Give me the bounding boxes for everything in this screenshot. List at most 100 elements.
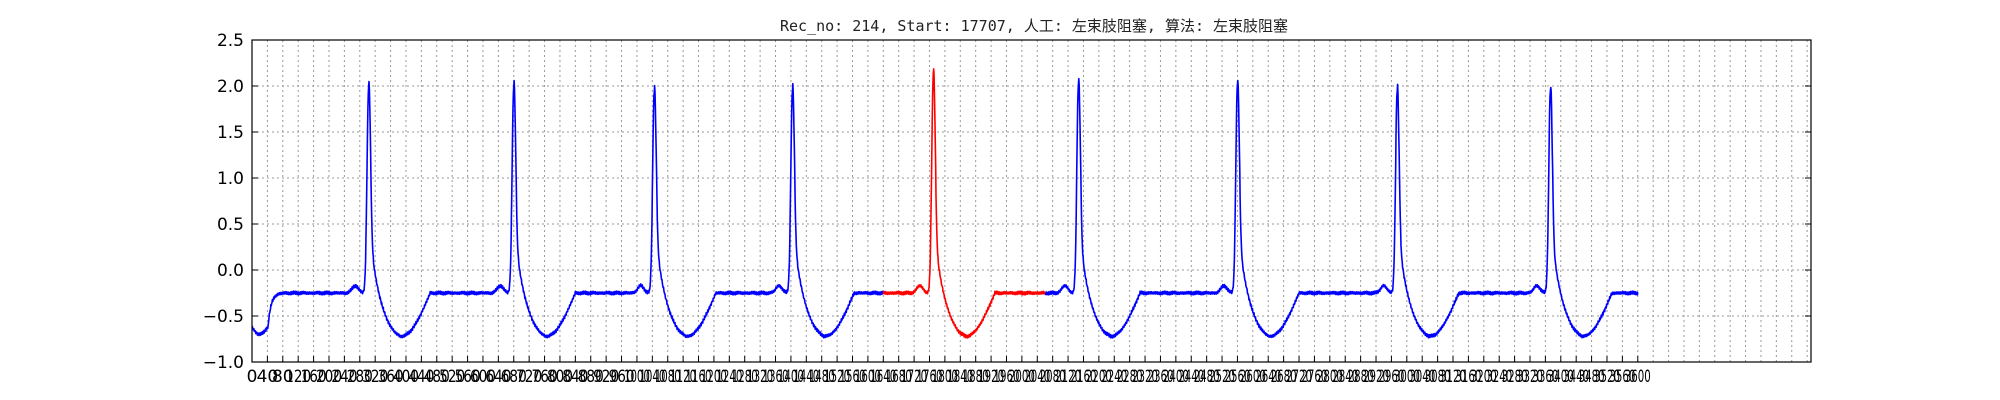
x-tick-label: 640 — [485, 367, 511, 387]
x-tick-label: 3280 — [1502, 367, 1528, 387]
x-tick-label: 1880 — [963, 367, 989, 387]
y-tick-label: 1.0 — [217, 169, 244, 189]
y-axis-ticks: −1.0 −0.5 0.0 0.5 1.0 1.5 2.0 2.5 — [203, 31, 1811, 373]
y-tick-label: −1.0 — [203, 353, 244, 373]
x-tick-label: 2840 — [1332, 367, 1358, 387]
x-tick-label: 0 — [247, 367, 258, 387]
x-tick-label: 1440 — [793, 367, 819, 387]
x-tick-label: 1600 — [855, 367, 881, 387]
x-tick-label: 2360 — [1147, 367, 1173, 387]
x-tick-label: 3080 — [1425, 367, 1451, 387]
x-tick-label: 320 — [362, 367, 388, 387]
x-tick-label: 3600 — [1625, 367, 1651, 387]
x-tick-label: 840 — [562, 367, 588, 387]
x-tick-label: 2440 — [1178, 367, 1204, 387]
x-tick-label: 600 — [470, 367, 496, 387]
x-tick-label: 1760 — [916, 367, 942, 387]
x-tick-label: 760 — [532, 367, 558, 387]
y-tick-label: 1.5 — [217, 123, 244, 143]
x-tick-label: 80 — [272, 367, 294, 387]
x-tick-label: 40 — [257, 367, 279, 387]
x-tick-label: 2920 — [1363, 367, 1389, 387]
x-tick-label: 3520 — [1594, 367, 1620, 387]
x-tick-label: 3160 — [1455, 367, 1481, 387]
x-tick-label: 920 — [593, 367, 619, 387]
x-tick-label: 1560 — [840, 367, 866, 387]
x-tick-label: 3480 — [1579, 367, 1605, 387]
x-tick-label: 3120 — [1440, 367, 1466, 387]
x-tick-label: 1480 — [809, 367, 835, 387]
x-tick-label: 2640 — [1255, 367, 1281, 387]
y-tick-label: 2.5 — [217, 31, 244, 51]
x-tick-label: 2080 — [1040, 367, 1066, 387]
ecg-line-normal — [251, 79, 884, 339]
x-tick-label: 1000 — [624, 367, 650, 387]
x-tick-label: 1960 — [993, 367, 1019, 387]
x-tick-label: 2800 — [1317, 367, 1343, 387]
x-tick-label: 1040 — [639, 367, 665, 387]
y-tick-label: 0.0 — [217, 261, 244, 281]
ecg-line-highlighted — [882, 68, 1046, 339]
x-tick-label: 2600 — [1240, 367, 1266, 387]
x-tick-label: 3400 — [1548, 367, 1574, 387]
x-tick-label: 2480 — [1194, 367, 1220, 387]
x-tick-label: 1920 — [978, 367, 1004, 387]
x-tick-label: 360 — [378, 367, 404, 387]
x-tick-label: 120 — [285, 367, 311, 387]
x-tick-label: 400 — [393, 367, 419, 387]
x-tick-label: 1400 — [778, 367, 804, 387]
x-tick-label: 1280 — [732, 367, 758, 387]
x-tick-label: 3320 — [1517, 367, 1543, 387]
x-tick-label: 2560 — [1224, 367, 1250, 387]
x-tick-label: 1840 — [947, 367, 973, 387]
x-tick-label: 1720 — [901, 367, 927, 387]
x-tick-label: 680 — [501, 367, 527, 387]
x-tick-label: 1680 — [886, 367, 912, 387]
x-tick-label: 800 — [547, 367, 573, 387]
y-tick-label: −0.5 — [203, 307, 244, 327]
x-tick-label: 440 — [408, 367, 434, 387]
x-tick-label: 2320 — [1132, 367, 1158, 387]
x-tick-label: 3200 — [1471, 367, 1497, 387]
x-tick-label: 1520 — [824, 367, 850, 387]
x-tick-label: 280 — [347, 367, 373, 387]
x-tick-label: 480 — [424, 367, 450, 387]
x-tick-label: 2280 — [1117, 367, 1143, 387]
x-tick-label: 1160 — [686, 367, 712, 387]
x-tick-label: 1360 — [763, 367, 789, 387]
x-tick-label: 2720 — [1286, 367, 1312, 387]
x-tick-label: 1640 — [870, 367, 896, 387]
y-tick-label: 0.5 — [217, 215, 244, 235]
x-tick-label: 1080 — [655, 367, 681, 387]
chart-title: Rec_no: 214, Start: 17707, 人工: 左束肢阻塞, 算法… — [780, 17, 1288, 35]
x-tick-label: 2880 — [1348, 367, 1374, 387]
x-tick-label: 880 — [578, 367, 604, 387]
x-tick-label: 1800 — [932, 367, 958, 387]
ecg-trace — [251, 68, 1639, 339]
x-tick-label: 2240 — [1101, 367, 1127, 387]
x-tick-label: 1240 — [716, 367, 742, 387]
x-tick-label: 1320 — [747, 367, 773, 387]
x-tick-label: 3240 — [1486, 367, 1512, 387]
x-tick-label: 2120 — [1055, 367, 1081, 387]
x-tick-label: 560 — [455, 367, 481, 387]
x-tick-label: 960 — [609, 367, 635, 387]
x-tick-label: 3440 — [1563, 367, 1589, 387]
x-tick-label: 1200 — [701, 367, 727, 387]
x-tick-label: 160 — [301, 367, 327, 387]
x-tick-label: 200 — [316, 367, 342, 387]
x-tick-label: 2040 — [1024, 367, 1050, 387]
x-tick-label: 3560 — [1609, 367, 1635, 387]
x-tick-label: 2960 — [1378, 367, 1404, 387]
x-axis-ticks: 0 408012016020024028032036040044048052056… — [247, 356, 1651, 387]
x-tick-label: 2760 — [1301, 367, 1327, 387]
x-tick-label: 2680 — [1271, 367, 1297, 387]
y-tick-label: 2.0 — [217, 77, 244, 97]
x-tick-label: 2520 — [1209, 367, 1235, 387]
x-tick-label: 720 — [516, 367, 542, 387]
x-tick-label: 240 — [331, 367, 357, 387]
x-tick-label: 520 — [439, 367, 465, 387]
plot-frame — [251, 39, 1812, 363]
x-tick-label: 3000 — [1394, 367, 1420, 387]
